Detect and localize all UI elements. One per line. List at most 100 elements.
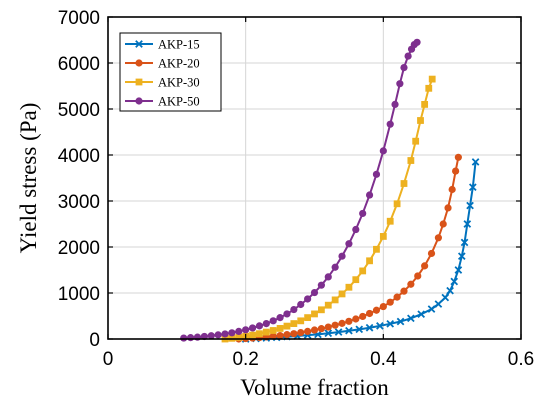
x-tick-label: 0	[103, 349, 114, 370]
data-point-akp-30	[400, 180, 408, 187]
data-point-akp-30	[311, 310, 318, 318]
data-point-akp-20	[324, 323, 332, 331]
data-point-akp-15	[376, 322, 384, 330]
data-point-akp-50	[248, 324, 257, 332]
legend-entry-akp-15: AKP-15	[125, 38, 200, 52]
data-point-akp-15	[441, 293, 450, 302]
data-point-akp-50	[310, 288, 319, 297]
data-point-akp-50	[221, 330, 229, 338]
legend-entry-akp-20: AKP-20	[125, 57, 200, 71]
data-point-akp-15	[355, 325, 364, 334]
data-point-akp-30	[283, 322, 291, 330]
data-point-akp-50	[345, 240, 353, 248]
data-point-akp-20	[400, 287, 408, 295]
data-point-akp-15	[386, 319, 395, 328]
data-point-akp-15	[450, 277, 459, 286]
x-axis-title: Volume fraction	[240, 375, 389, 400]
data-point-akp-20	[379, 302, 387, 311]
y-tick-label: 6000	[58, 54, 100, 75]
data-point-akp-15	[427, 305, 436, 313]
legend-label-akp-50: AKP-50	[158, 95, 200, 109]
data-point-akp-50	[228, 329, 236, 337]
data-point-akp-50	[359, 209, 367, 218]
data-point-akp-30	[359, 267, 367, 275]
data-point-akp-50	[391, 100, 399, 108]
data-point-akp-30	[407, 157, 415, 164]
data-point-akp-30	[249, 331, 256, 339]
marker-stroke	[135, 40, 143, 48]
data-point-akp-15	[417, 310, 426, 318]
marker-stroke	[417, 310, 426, 318]
data-point-akp-30	[421, 101, 429, 108]
marker-stroke	[471, 158, 480, 166]
data-point-akp-15	[365, 323, 374, 332]
data-point-akp-50	[235, 327, 243, 336]
y-tick-label: 7000	[58, 8, 100, 29]
marker-stroke	[457, 252, 466, 261]
marker-stroke	[396, 317, 405, 326]
data-point-akp-30	[290, 320, 298, 327]
marker-stroke	[365, 323, 374, 332]
data-point-akp-20	[386, 298, 394, 306]
data-point-akp-20	[290, 330, 298, 338]
data-point-akp-20	[434, 234, 442, 242]
marker-stroke	[460, 238, 469, 247]
data-point-akp-15	[471, 158, 480, 166]
x-tick-label: 0.2	[232, 349, 258, 370]
data-point-akp-50	[338, 252, 346, 260]
data-point-akp-30	[338, 290, 346, 298]
marker-stroke	[324, 329, 333, 338]
marker-stroke	[466, 201, 474, 210]
data-point-akp-50	[352, 225, 360, 234]
legend-label-akp-15: AKP-15	[158, 38, 200, 52]
marker-stroke	[463, 220, 472, 228]
data-point-akp-30	[379, 233, 387, 240]
data-point-akp-50	[187, 334, 195, 342]
data-point-akp-30	[276, 325, 284, 332]
series-akp-20	[235, 153, 462, 343]
marker-stroke	[468, 183, 477, 192]
legend-marker-akp-50	[135, 97, 143, 105]
data-point-akp-30	[317, 306, 325, 314]
data-point-akp-15	[454, 266, 463, 274]
data-point-akp-50	[396, 80, 404, 88]
data-point-akp-30	[262, 328, 270, 336]
data-point-akp-20	[452, 167, 460, 175]
data-point-akp-20	[269, 332, 277, 340]
data-point-akp-15	[457, 252, 466, 261]
data-point-akp-50	[304, 295, 312, 303]
marker-stroke	[376, 322, 384, 330]
data-point-akp-15	[396, 317, 405, 326]
marker-stroke	[427, 305, 436, 313]
marker-stroke	[454, 266, 463, 274]
data-point-akp-20	[338, 319, 346, 327]
data-point-akp-50	[365, 191, 374, 199]
legend-marker-akp-15	[135, 40, 143, 48]
data-point-akp-30	[386, 217, 394, 225]
x-tick-label: 0.4	[370, 349, 397, 370]
y-tick-label: 5000	[58, 100, 100, 121]
data-point-akp-30	[412, 137, 420, 145]
data-point-akp-20	[317, 325, 325, 333]
data-point-akp-30	[269, 327, 277, 334]
data-point-akp-30	[366, 257, 373, 265]
legend-marker-akp-30	[135, 78, 143, 86]
legend-marker-akp-20	[135, 59, 143, 67]
data-point-akp-30	[428, 75, 436, 83]
data-point-akp-30	[352, 276, 360, 284]
marker-stroke	[355, 325, 364, 334]
data-point-akp-20	[414, 272, 422, 280]
data-point-akp-20	[427, 249, 436, 258]
data-point-akp-20	[352, 315, 360, 323]
data-point-akp-30	[393, 200, 401, 208]
data-point-akp-50	[180, 334, 188, 342]
marker-stroke	[450, 277, 459, 286]
data-point-akp-15	[434, 300, 443, 308]
data-point-akp-50	[290, 305, 298, 314]
data-point-akp-20	[297, 328, 305, 337]
data-point-akp-20	[283, 331, 291, 339]
axis-ticks: 0 0.2 0.4 0.6 0 1000 2000 3000 4000 5000 6000 7000	[58, 8, 534, 370]
data-point-akp-30	[417, 117, 424, 124]
data-point-akp-15	[334, 328, 343, 336]
